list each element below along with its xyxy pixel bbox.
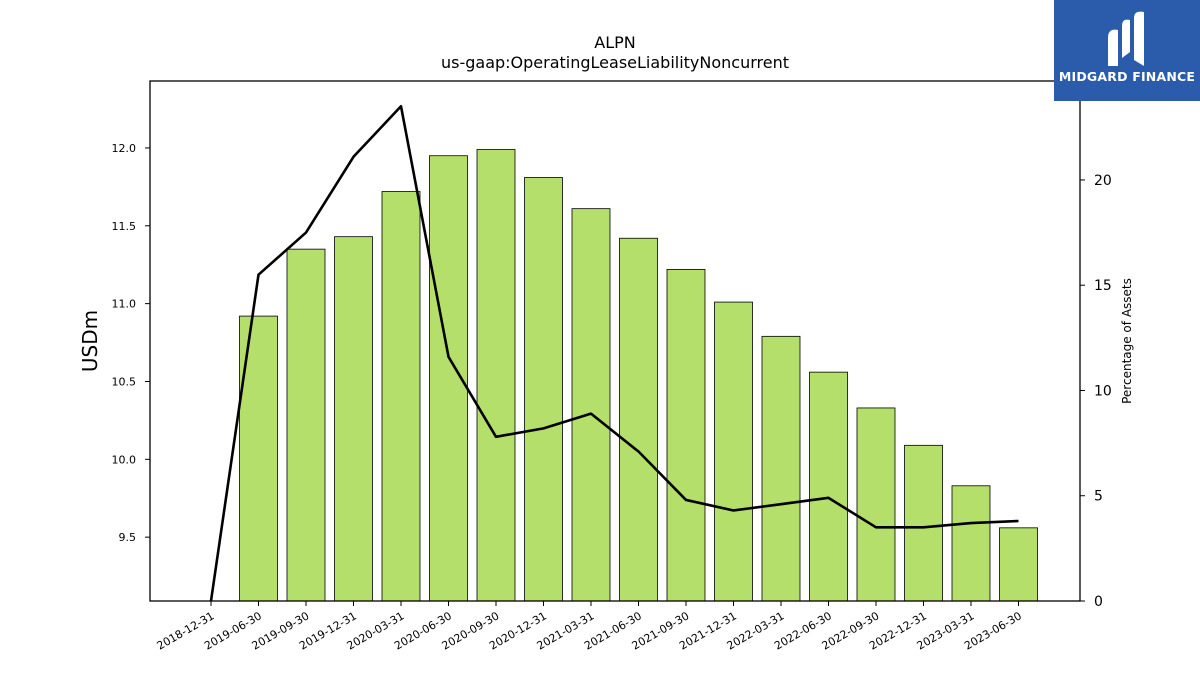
bar-2023-06-30 — [999, 527, 1038, 602]
y-tick-label: 9.5 — [119, 531, 137, 544]
y-tick-label: 11.5 — [112, 220, 137, 233]
bar-2020-09-30 — [476, 149, 516, 602]
bar-2021-03-31 — [571, 208, 611, 602]
y-tick-label: 10.0 — [112, 453, 137, 466]
y2-tick-label: 15 — [1094, 278, 1112, 294]
y-tick-label: 10.5 — [112, 375, 137, 388]
bar-2023-03-31 — [951, 485, 991, 602]
chart-title: ALPN — [594, 33, 636, 52]
y2-tick-label: 20 — [1094, 173, 1112, 189]
bar-2022-09-30 — [856, 407, 896, 602]
bar-2019-09-30 — [286, 248, 326, 602]
bar-2022-12-31 — [904, 444, 943, 602]
y2-tick-label: 10 — [1094, 383, 1112, 399]
bar-2021-09-30 — [666, 268, 706, 602]
plot-frame — [149, 80, 1081, 602]
brand-name: MIDGARD FINANCE — [1058, 69, 1196, 84]
chart-subtitle: us-gaap:OperatingLeaseLiabilityNoncurren… — [440, 53, 790, 72]
bar-2021-06-30 — [619, 237, 658, 602]
bar-2021-12-31 — [714, 301, 753, 602]
bar-2020-03-31 — [381, 191, 421, 602]
brand-logo: MIDGARD FINANCE — [1054, 0, 1200, 101]
y-tick-label: 12.0 — [112, 142, 137, 155]
bar-2020-12-31 — [524, 177, 563, 602]
line-percentage-of-assets — [209, 104, 1019, 602]
y2-tick-label: 0 — [1094, 594, 1103, 610]
midgard-logo-icon — [1108, 11, 1144, 67]
bar-2022-03-31 — [761, 335, 801, 602]
y2-tick-label: 5 — [1094, 489, 1103, 505]
y-tick-label: 11.0 — [112, 298, 137, 311]
bar-2022-06-30 — [809, 371, 848, 602]
bar-2019-12-31 — [334, 236, 373, 602]
